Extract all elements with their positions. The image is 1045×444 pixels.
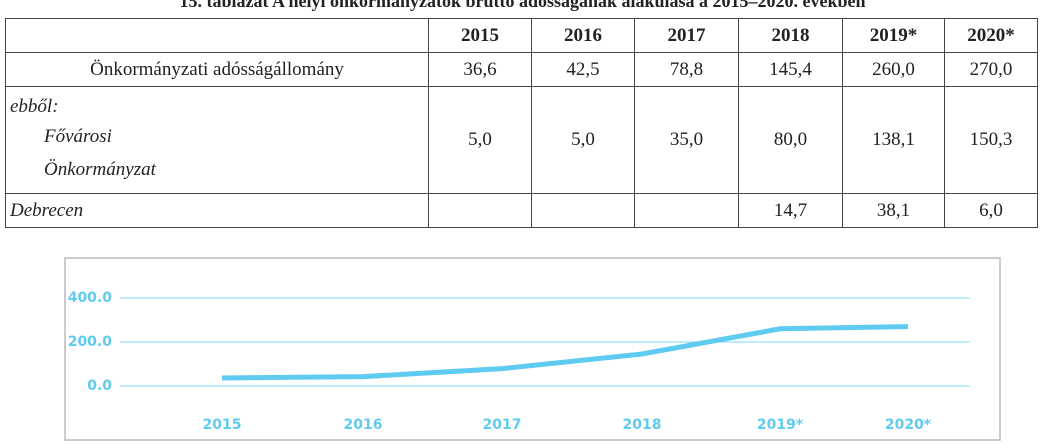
- row-label: Debrecen: [5, 193, 429, 228]
- value-cell: 6,0: [944, 193, 1038, 228]
- label-line: Fővárosi: [44, 126, 112, 147]
- value-cell: 38,1: [842, 193, 945, 228]
- value-cell: 5,0: [428, 86, 532, 194]
- value-cell: 5,0: [531, 86, 635, 194]
- x-tick-label: 2016: [344, 417, 383, 433]
- x-tick-label: 2020*: [885, 417, 932, 433]
- header-cell: 2020*: [944, 18, 1038, 53]
- label-line: ebből:: [10, 96, 59, 117]
- header-cell: 2019*: [842, 18, 945, 53]
- label-line: Debrecen: [10, 200, 84, 221]
- label-line: Önkormányzat: [44, 159, 156, 180]
- x-tick-label: 2017: [483, 417, 522, 433]
- chart-frame: [64, 257, 1001, 441]
- value-cell: 42,5: [531, 52, 635, 87]
- x-tick-label: 2018: [623, 417, 662, 433]
- y-tick-label: 200.0: [68, 334, 113, 350]
- value-cell: 138,1: [842, 86, 945, 194]
- x-tick-label: 2019*: [757, 417, 804, 433]
- value-cell: [531, 193, 635, 228]
- value-cell: 150,3: [944, 86, 1038, 194]
- y-tick-label: 400.0: [68, 290, 113, 306]
- label-line: Önkormányzati adósságállomány: [90, 59, 344, 80]
- row-label: Önkormányzati adósságállomány: [5, 52, 429, 87]
- table-row: Debrecen 14,7 38,1 6,0: [5, 193, 1038, 228]
- value-cell: 80,0: [738, 86, 843, 194]
- value-cell: 270,0: [944, 52, 1038, 87]
- x-tick-label: 2015: [203, 417, 242, 433]
- value-cell: 14,7: [738, 193, 843, 228]
- value-cell: 145,4: [738, 52, 843, 87]
- header-cell: 2018: [738, 18, 843, 53]
- y-tick-label: 0.0: [87, 378, 112, 394]
- header-row: 2015 2016 2017 2018 2019* 2020*: [5, 18, 1038, 53]
- debt-table: 2015 2016 2017 2018 2019* 2020* Önkormányzati …: [5, 18, 1038, 228]
- value-cell: [428, 193, 532, 228]
- value-cell: [634, 193, 739, 228]
- table-row: Önkormányzati adósságállomány 36,6 42,5 78,…: [5, 52, 1038, 87]
- data-line: [221, 324, 909, 381]
- table-title: 15. táblázat A helyi önkormányzatok brut…: [179, 0, 866, 11]
- table-body: 2015 2016 2017 2018 2019* 2020* Önkormányzati …: [5, 18, 1038, 228]
- value-cell: 260,0: [842, 52, 945, 87]
